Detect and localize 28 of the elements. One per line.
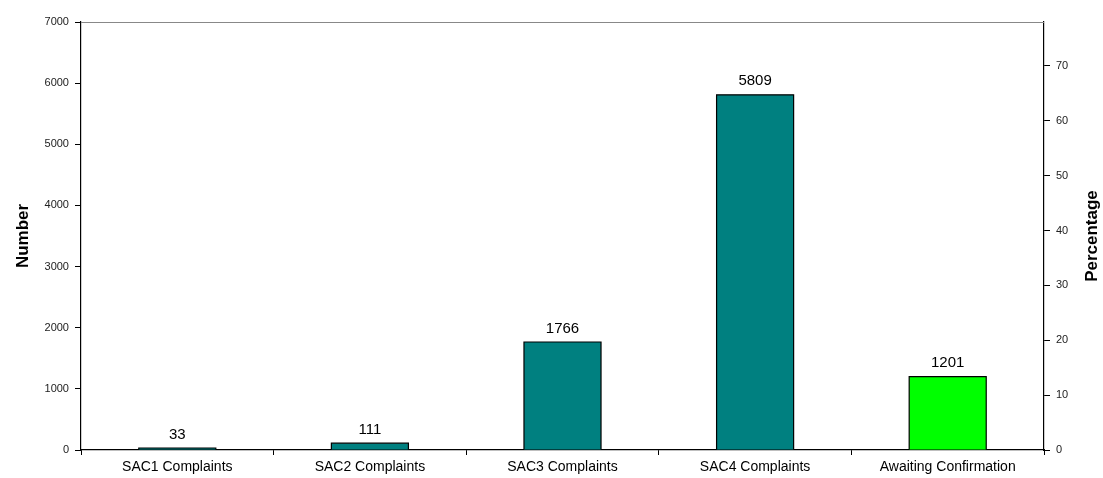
y-axis-title: Number — [12, 203, 32, 269]
data-label: 33 — [168, 424, 186, 442]
y2-tick-label: 10 — [1056, 388, 1069, 401]
x-tick-label: SAC3 Complaints — [507, 458, 618, 475]
y2-tick-label: 20 — [1056, 333, 1069, 346]
x-tick-label: SAC4 Complaints — [699, 458, 811, 475]
y2-tick-label: 50 — [1056, 168, 1069, 181]
y-tick-label: 2000 — [44, 320, 69, 333]
data-label: 1766 — [545, 318, 580, 336]
y-tick-label: 3000 — [44, 259, 69, 272]
y2-tick-label: 30 — [1056, 278, 1069, 291]
data-label: 111 — [358, 419, 382, 437]
y-tick-label: 7000 — [44, 15, 69, 28]
y2-axis-title: Percentage — [1081, 190, 1101, 282]
y2-tick-label: 60 — [1056, 113, 1069, 126]
y2-tick-label: 40 — [1056, 223, 1069, 236]
y-tick-label: 5000 — [44, 137, 69, 150]
x-tick-label: Awaiting Confirmation — [879, 458, 1016, 475]
y-tick-label: 6000 — [44, 76, 69, 89]
x-tick-label: SAC2 Complaints — [314, 458, 426, 475]
y-tick-label: 1000 — [44, 381, 69, 394]
y2-tick-label: 0 — [1056, 443, 1063, 456]
data-label: 1201 — [931, 353, 965, 371]
data-label: 5809 — [738, 71, 772, 89]
x-tick-label: SAC1 Complaints — [122, 458, 233, 475]
y-tick-label: 4000 — [44, 198, 69, 211]
y-tick-label: 0 — [62, 443, 69, 456]
y2-tick-label: 70 — [1056, 58, 1069, 71]
